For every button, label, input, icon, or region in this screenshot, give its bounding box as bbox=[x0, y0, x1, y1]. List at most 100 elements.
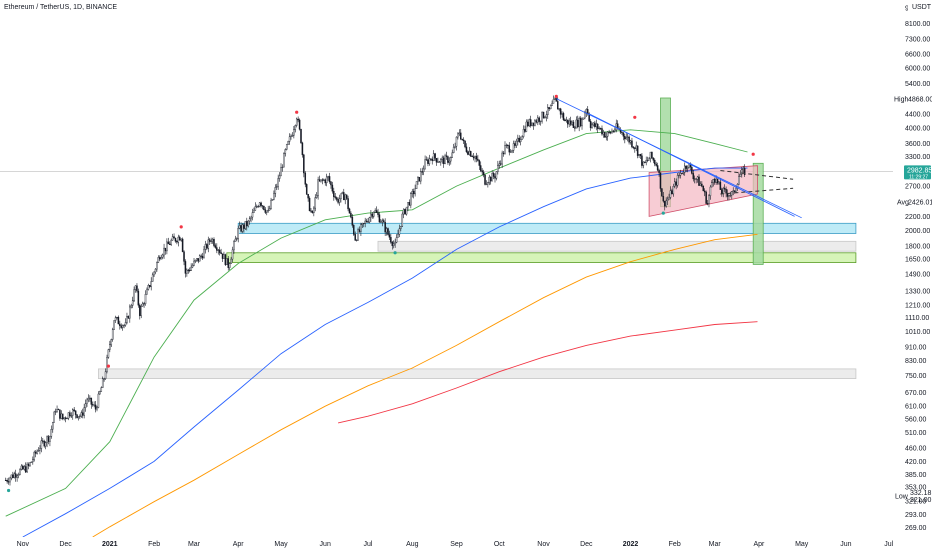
x-tick-label: Jun bbox=[320, 541, 331, 548]
candle-body bbox=[479, 165, 482, 171]
candle-body bbox=[101, 378, 104, 388]
candle-body bbox=[266, 210, 268, 213]
candle-body bbox=[62, 413, 64, 420]
candle-body bbox=[688, 163, 690, 168]
candle-body bbox=[743, 167, 746, 175]
candle-body bbox=[70, 415, 73, 417]
candle-body bbox=[457, 133, 459, 138]
candle-body bbox=[478, 160, 481, 166]
candle-body bbox=[391, 241, 394, 246]
candle-body bbox=[589, 120, 592, 128]
candle-body bbox=[508, 145, 511, 153]
candle-body bbox=[109, 344, 111, 350]
trendline-3 bbox=[720, 170, 794, 180]
candle-body bbox=[381, 220, 384, 223]
candle-body bbox=[107, 349, 110, 358]
target-zone bbox=[752, 162, 764, 265]
candle-body bbox=[438, 161, 441, 163]
candle-body bbox=[502, 152, 505, 155]
candle-body bbox=[59, 409, 61, 419]
currency-badge[interactable]: USDT bbox=[908, 2, 932, 11]
x-tick-label: Nov bbox=[17, 541, 30, 548]
x-tick-label: 2022 bbox=[623, 541, 639, 548]
candle-body bbox=[713, 178, 716, 183]
candle-body bbox=[428, 158, 431, 165]
candle-body bbox=[17, 474, 20, 476]
candle-body bbox=[695, 178, 697, 180]
y-tick-label: 8100.00 bbox=[905, 21, 930, 28]
price-axis-background[interactable] bbox=[893, 0, 932, 550]
candle-body bbox=[442, 157, 445, 164]
candle-body bbox=[599, 127, 602, 129]
candle-body bbox=[275, 186, 278, 188]
candle-body bbox=[325, 176, 328, 184]
candle-body bbox=[123, 324, 125, 326]
candle-body bbox=[586, 109, 589, 114]
y-tick-label: 353.00 bbox=[905, 485, 927, 492]
candle-body bbox=[227, 258, 229, 269]
candle-body bbox=[60, 413, 63, 419]
avg-value: 2426.01 bbox=[908, 200, 932, 207]
candle-body bbox=[629, 140, 632, 143]
candle-body bbox=[284, 149, 287, 154]
candle-body bbox=[304, 172, 307, 185]
candle-body bbox=[220, 252, 222, 254]
candle-body bbox=[673, 181, 676, 187]
candle-body bbox=[127, 316, 130, 319]
candle-body bbox=[441, 157, 443, 160]
candle-body bbox=[565, 119, 568, 122]
time-axis-background[interactable] bbox=[0, 537, 893, 550]
candle-body bbox=[468, 151, 471, 155]
candle-body bbox=[298, 119, 301, 130]
candle-body bbox=[66, 418, 68, 420]
candle-body bbox=[208, 239, 211, 242]
candle-body bbox=[311, 210, 314, 213]
candle-body bbox=[378, 214, 381, 223]
candle-body bbox=[13, 473, 16, 478]
x-tick-label: 2021 bbox=[102, 541, 118, 548]
candle-body bbox=[551, 103, 553, 106]
sell-signal bbox=[295, 110, 299, 114]
candle-body bbox=[701, 183, 703, 187]
candle-body bbox=[184, 261, 187, 274]
candle-body bbox=[370, 213, 372, 218]
candle-body bbox=[608, 131, 610, 133]
candle-body bbox=[725, 188, 727, 194]
candle-body bbox=[723, 187, 726, 190]
candle-body bbox=[450, 157, 452, 162]
candle-body bbox=[374, 210, 376, 213]
candle-body bbox=[268, 208, 271, 211]
candle-body bbox=[477, 158, 479, 161]
candle-body bbox=[206, 244, 208, 249]
candle-body bbox=[395, 237, 398, 243]
candle-body bbox=[151, 274, 154, 282]
candle-body bbox=[672, 186, 675, 195]
candle-body bbox=[10, 474, 13, 479]
candle-body bbox=[511, 149, 513, 153]
candle-body bbox=[722, 187, 724, 194]
candle-body bbox=[43, 441, 45, 447]
candle-body bbox=[515, 140, 518, 146]
candle-body bbox=[501, 152, 503, 165]
time-axis[interactable]: Nov Dec 2021 Feb Mar Apr May Jun Jul Aug Sep Oct Nov… bbox=[17, 541, 894, 548]
candle-body bbox=[67, 412, 70, 419]
candle-body bbox=[706, 203, 709, 205]
candle-body bbox=[614, 129, 616, 132]
candle-body bbox=[658, 169, 660, 173]
trendline-1 bbox=[556, 98, 802, 219]
candle-body bbox=[554, 97, 556, 100]
candle-body bbox=[555, 97, 558, 102]
y-tick-label: 910.00 bbox=[905, 345, 927, 352]
candle-body bbox=[7, 481, 10, 483]
candle-body bbox=[721, 189, 723, 194]
candle-body bbox=[595, 123, 598, 127]
candle-body bbox=[130, 305, 132, 308]
candle-body bbox=[314, 197, 317, 209]
candle-body bbox=[46, 436, 48, 444]
candle-body bbox=[134, 285, 137, 290]
candle-body bbox=[368, 217, 371, 223]
candle-body bbox=[210, 240, 212, 242]
candle-body bbox=[636, 145, 639, 156]
buy-signal bbox=[661, 211, 665, 215]
